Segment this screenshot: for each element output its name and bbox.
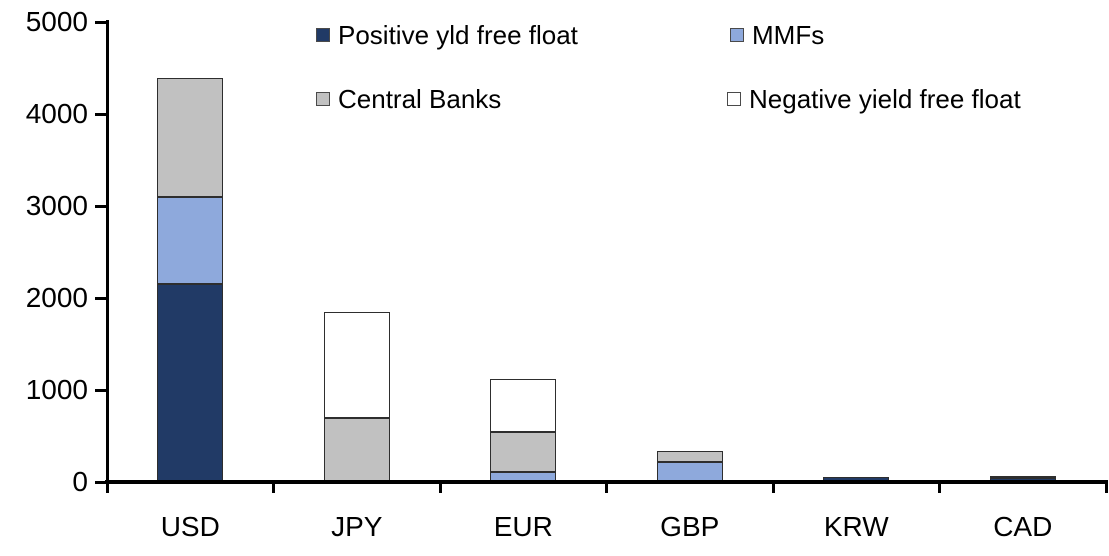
x-tick-label-krw: KRW [823,511,889,542]
bar-segment-usd-positive-yld-free-float [157,284,224,482]
x-axis-line [105,480,1108,484]
x-axis-tick-6 [1104,484,1108,493]
x-axis-tick-2 [438,484,442,493]
y-axis-line [105,20,109,486]
x-tick-label-usd: USD [160,511,220,542]
x-axis-tick-0 [105,484,109,493]
negative-yield-free-float-swatch-icon [727,92,741,106]
y-axis-tick-2000 [95,296,106,300]
x-tick-label-eur: EUR [493,511,553,542]
y-tick-label-2000: 2000 [25,282,88,313]
y-axis-tick-1000 [95,388,106,392]
legend-item-positive-yld-free-float: Positive yld free float [316,22,578,48]
legend-label: Negative yield free float [749,84,1021,114]
y-axis-tick-0 [95,480,106,484]
x-axis-tick-1 [272,484,275,493]
bar-segment-gbp-mmfs [656,461,723,482]
y-tick-label-4000: 4000 [25,98,88,129]
y-tick-label-3000: 3000 [25,190,88,221]
y-axis-tick-3000 [95,204,106,208]
y-tick-label-0: 0 [72,466,88,497]
legend-label: Positive yld free float [338,20,578,50]
x-axis-tick-5 [938,484,941,493]
legend-item-negative-yield-free-float: Negative yield free float [727,86,1021,112]
x-tick-label-gbp: GBP [660,511,720,542]
legend-label: Central Banks [338,84,502,114]
bar-segment-jpy-negative-yield-free-float [323,311,390,418]
bar-segment-usd-central-banks [157,78,224,197]
x-axis-tick-4 [771,484,775,493]
legend-item-central-banks: Central Banks [316,86,501,112]
bar-segment-eur-negative-yield-free-float [490,378,557,432]
y-axis-tick-5000 [95,20,106,24]
legend-item-mmfs: MMFs [730,22,824,48]
mmfs-swatch-icon [730,28,744,42]
y-tick-label-1000: 1000 [25,374,88,405]
legend-label: MMFs [752,20,825,50]
positive-yld-free-float-swatch-icon [316,28,330,42]
y-tick-label-5000: 5000 [25,6,88,37]
x-tick-label-cad: CAD [993,511,1053,542]
y-axis-tick-4000 [95,112,106,116]
x-tick-label-jpy: JPY [331,511,383,542]
x-axis-tick-3 [605,484,608,493]
bar-segment-usd-mmfs [157,196,224,285]
bar-segment-eur-central-banks [490,431,557,472]
bar-segment-cad-central-banks [989,475,1056,479]
central-banks-swatch-icon [316,92,330,106]
bar-segment-gbp-central-banks [656,451,723,462]
bar-segment-jpy-central-banks [323,417,390,482]
